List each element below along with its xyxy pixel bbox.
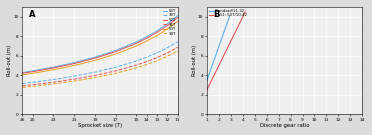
1x11: 50T/10-42: (3.9, 9.74): 50T/10-42: (3.9, 9.74): [239, 18, 244, 20]
52T: [113, 51, 118, 53]
36T: [72, 78, 76, 80]
1x11: 50T/10-42: (2.96, 7.39): 50T/10-42: (2.96, 7.39): [228, 41, 232, 43]
Standard/11-32: [205, 80, 209, 81]
50T: [31, 72, 35, 74]
53T: [165, 23, 170, 25]
53T: [20, 72, 25, 73]
36T: [113, 70, 118, 72]
Line: 39T: 39T: [22, 42, 178, 84]
34T: [155, 60, 159, 62]
36T: [51, 81, 56, 83]
Line: 1x11: 50T/10-42: 1x11: 50T/10-42: [207, 12, 245, 90]
Line: 52T: 52T: [22, 18, 178, 73]
Standard/11-32: [205, 79, 209, 81]
Standard/11-32: [225, 21, 230, 23]
34T: [144, 64, 149, 65]
Text: B: B: [213, 10, 219, 19]
53T: [155, 30, 159, 32]
53T: [51, 66, 56, 68]
39T: [134, 60, 138, 62]
1x11: 50T/10-42: (1.01, 2.52): 50T/10-42: (1.01, 2.52): [205, 89, 209, 90]
Standard/11-32: [228, 15, 232, 16]
Standard/11-32: [218, 41, 223, 43]
50T: [144, 40, 149, 42]
53T: [93, 56, 97, 58]
36T: [165, 52, 170, 54]
39T: [165, 47, 170, 49]
52T: [155, 32, 159, 33]
52T: [144, 37, 149, 39]
1x11: 50T/10-42: (2.89, 7.23): 50T/10-42: (2.89, 7.23): [227, 43, 232, 45]
36T: [31, 84, 35, 86]
52T: [51, 67, 56, 69]
1x11: 50T/10-42: (1, 2.5): 50T/10-42: (1, 2.5): [205, 89, 209, 91]
34T: [31, 86, 35, 87]
Legend: Standard/11-32, 1x11: 50T/10-42: Standard/11-32, 1x11: 50T/10-42: [208, 9, 247, 18]
50T: [113, 53, 118, 55]
50T: [134, 45, 138, 47]
1x11: 50T/10-42: (3.7, 9.23): 50T/10-42: (3.7, 9.23): [237, 23, 241, 25]
39T: [72, 75, 76, 77]
Standard/11-32: [224, 25, 228, 27]
53T: [134, 41, 138, 43]
34T: [20, 87, 25, 88]
52T: [134, 43, 138, 44]
X-axis label: Discrete gear ratio: Discrete gear ratio: [260, 123, 310, 128]
Text: A: A: [29, 10, 35, 19]
39T: [93, 71, 97, 73]
50T: [72, 65, 76, 66]
34T: [165, 55, 170, 57]
Line: Standard/11-32: Standard/11-32: [207, 16, 230, 80]
36T: [93, 75, 97, 76]
39T: [20, 83, 25, 84]
Line: 53T: 53T: [22, 16, 178, 72]
39T: [144, 56, 149, 58]
50T: [155, 35, 159, 36]
53T: [144, 36, 149, 38]
Line: 34T: 34T: [22, 51, 178, 87]
Standard/11-32: [219, 40, 223, 42]
39T: [51, 79, 56, 80]
50T: [93, 60, 97, 61]
39T: [31, 82, 35, 83]
34T: [176, 50, 180, 52]
53T: [31, 70, 35, 72]
52T: [31, 71, 35, 72]
39T: [113, 66, 118, 68]
1x11: 50T/10-42: (2.91, 7.25): 50T/10-42: (2.91, 7.25): [227, 43, 232, 44]
36T: [176, 46, 180, 48]
52T: [176, 17, 180, 18]
34T: [134, 67, 138, 69]
34T: [93, 77, 97, 78]
53T: [176, 15, 180, 16]
Standard/11-32: [218, 41, 223, 43]
50T: [165, 28, 170, 30]
Y-axis label: Roll-out (m): Roll-out (m): [7, 45, 12, 76]
50T: [51, 69, 56, 71]
36T: [20, 85, 25, 87]
Legend: 53T, 39T, 52T, 36T, 50T, 34T: 53T, 39T, 52T, 36T, 50T, 34T: [162, 9, 176, 36]
34T: [72, 80, 76, 82]
52T: [165, 25, 170, 26]
Y-axis label: Roll-out (m): Roll-out (m): [192, 45, 196, 76]
52T: [72, 63, 76, 64]
50T: [176, 20, 180, 22]
Line: 36T: 36T: [22, 47, 178, 86]
53T: [72, 62, 76, 63]
52T: [93, 57, 97, 59]
Line: 50T: 50T: [22, 21, 178, 75]
36T: [144, 61, 149, 62]
36T: [134, 64, 138, 66]
X-axis label: Sprocket size (T): Sprocket size (T): [78, 123, 122, 128]
34T: [113, 72, 118, 74]
39T: [176, 41, 180, 43]
50T: [20, 74, 25, 76]
36T: [155, 57, 159, 58]
52T: [20, 72, 25, 74]
34T: [51, 83, 56, 85]
1x11: 50T/10-42: (4.2, 10.5): 50T/10-42: (4.2, 10.5): [243, 11, 247, 13]
39T: [155, 52, 159, 54]
53T: [113, 50, 118, 51]
